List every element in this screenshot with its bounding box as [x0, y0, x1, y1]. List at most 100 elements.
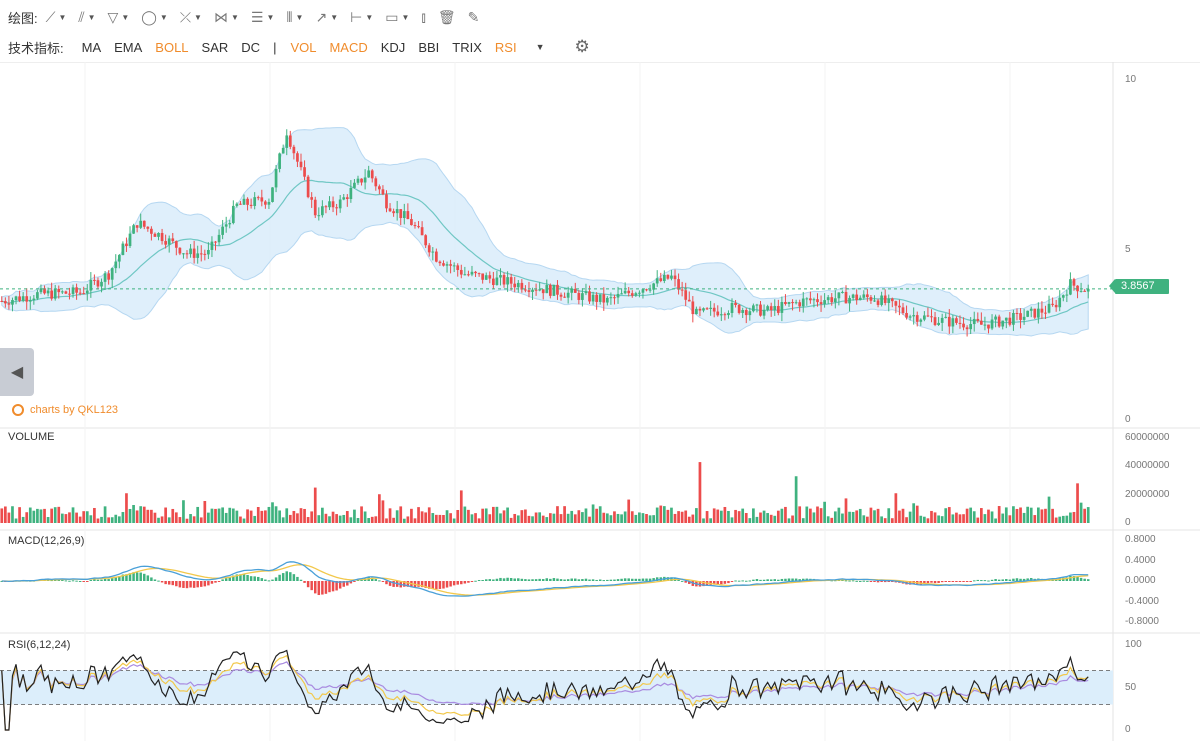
- more-indicators-caret-icon[interactable]: ▼: [535, 42, 545, 52]
- volume-bar: [890, 518, 894, 523]
- indicator-ema[interactable]: EMA: [114, 39, 143, 55]
- candle-body: [766, 306, 769, 310]
- volume-bar: [153, 512, 157, 523]
- fibonacci-tool-button[interactable]: ☰ ▼: [251, 9, 274, 26]
- candle-body: [869, 297, 873, 301]
- indicator-bbi[interactable]: BBI: [418, 39, 440, 55]
- macd-histogram-bar: [388, 581, 392, 586]
- macd-histogram-bar: [1086, 579, 1090, 581]
- volume-bar: [217, 508, 221, 523]
- macd-histogram-bar: [513, 578, 516, 581]
- candle-body: [709, 307, 712, 309]
- candle-body: [794, 302, 798, 304]
- caret-down-icon[interactable]: ▼: [365, 12, 374, 22]
- candle-body: [210, 241, 214, 250]
- volume-bar: [306, 517, 310, 523]
- candle-body: [994, 316, 997, 320]
- ellipse-tool-button[interactable]: ◯ ▼: [141, 9, 168, 26]
- macd-histogram-bar: [499, 577, 502, 581]
- macd-histogram-bar: [118, 576, 121, 581]
- candle-body: [256, 197, 260, 199]
- candle-body: [157, 232, 160, 237]
- chart-canvas[interactable]: [0, 62, 1200, 741]
- caret-down-icon[interactable]: ▼: [330, 12, 339, 22]
- gann-tool-button[interactable]: ⦀ ▼: [286, 9, 303, 26]
- indicator-boll[interactable]: BOLL: [155, 39, 189, 55]
- trash-button[interactable]: 🗑: [438, 9, 456, 26]
- macd-histogram-bar: [217, 581, 221, 582]
- indicator-macd[interactable]: MACD: [329, 39, 368, 55]
- macd-dea-line: [1, 564, 1089, 596]
- candle-body: [0, 301, 4, 302]
- candle-body: [43, 288, 46, 294]
- arrow-tool-button[interactable]: ↗ ▼: [315, 9, 338, 26]
- volume-bar: [997, 506, 1001, 523]
- macd-histogram-bar: [677, 579, 680, 581]
- chevron-left-icon: ◀: [10, 364, 24, 381]
- candle-body: [605, 297, 609, 303]
- volume-bar: [89, 515, 93, 523]
- bar-pattern-icon: ⫾: [421, 8, 426, 25]
- macd-histogram-bar: [634, 578, 638, 581]
- indicator-trix[interactable]: TRIX: [452, 39, 482, 55]
- rsi-band: [0, 670, 1113, 705]
- macd-histogram-bar: [442, 581, 445, 589]
- caret-down-icon[interactable]: ▼: [295, 12, 304, 22]
- caret-down-icon[interactable]: ▼: [230, 12, 239, 22]
- candle-body: [577, 292, 581, 300]
- brush-button[interactable]: ✎: [468, 9, 480, 26]
- caret-down-icon[interactable]: ▼: [194, 12, 202, 22]
- fork-tool-button[interactable]: ⤫ ▼: [180, 9, 202, 26]
- volume-bar: [445, 510, 449, 523]
- volume-bar: [381, 500, 385, 523]
- volume-bar: [142, 506, 146, 523]
- caret-down-icon[interactable]: ▼: [159, 12, 168, 22]
- candle-body: [495, 277, 499, 285]
- volume-bar: [623, 511, 627, 523]
- comment-tool-button[interactable]: ▭ ▼: [385, 9, 409, 26]
- caret-down-icon[interactable]: ▼: [58, 12, 67, 22]
- candle-body: [548, 285, 552, 296]
- macd-histogram-bar: [606, 579, 609, 581]
- macd-histogram-bar: [160, 581, 164, 583]
- candle-body: [719, 314, 723, 316]
- candle-body: [613, 297, 616, 299]
- volume-bar: [976, 517, 980, 523]
- volume-bar: [1065, 515, 1069, 523]
- macd-histogram-bar: [438, 581, 442, 589]
- macd-histogram-bar: [784, 578, 787, 581]
- line-tool-button[interactable]: ⟋ ▼: [46, 9, 67, 26]
- candle-body: [748, 311, 752, 316]
- volume-bar: [231, 508, 235, 523]
- measure-tool-icon: ⊢: [350, 8, 363, 25]
- macd-histogram-bar: [221, 579, 224, 581]
- indicator-vol[interactable]: VOL: [290, 39, 317, 55]
- caret-down-icon[interactable]: ▼: [401, 12, 410, 22]
- volume-bar: [345, 511, 349, 523]
- bar-pattern-button[interactable]: ⫾: [421, 9, 425, 26]
- macd-histogram-bar: [157, 580, 160, 582]
- caret-down-icon[interactable]: ▼: [121, 12, 130, 22]
- indicator-sar[interactable]: SAR: [201, 39, 229, 55]
- volume-bar: [755, 516, 759, 523]
- caret-down-icon[interactable]: ▼: [266, 12, 275, 22]
- candle-body: [1040, 308, 1044, 313]
- indicator-rsi[interactable]: RSI: [494, 39, 517, 55]
- pattern-tool-button[interactable]: ⋈ ▼: [214, 9, 239, 26]
- candle-body: [28, 300, 32, 302]
- measure-tool-button[interactable]: ⊢ ▼: [350, 9, 373, 26]
- indicator-ma[interactable]: MA: [81, 39, 102, 55]
- gear-icon[interactable]: ⚙: [574, 37, 590, 56]
- indicator-kdj[interactable]: KDJ: [380, 39, 406, 55]
- volume-bar: [655, 507, 659, 523]
- candle-body: [285, 135, 289, 148]
- candle-body: [623, 290, 627, 294]
- volume-bar: [338, 515, 342, 523]
- scroll-left-button[interactable]: ◀: [0, 348, 34, 396]
- candle-body: [570, 288, 574, 293]
- multi-line-tool-button[interactable]: ⫽ ▼: [78, 9, 95, 26]
- volume-bar: [53, 507, 57, 523]
- indicator-dc[interactable]: DC: [241, 39, 261, 55]
- triangle-tool-button[interactable]: ▽ ▼: [108, 9, 130, 26]
- caret-down-icon[interactable]: ▼: [87, 12, 96, 22]
